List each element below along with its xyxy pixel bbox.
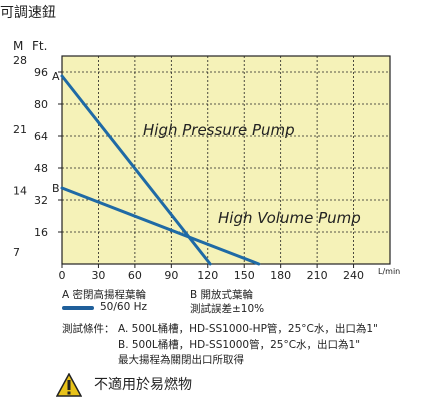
plot-background — [61, 55, 391, 265]
y-tick-label-m: 28 — [13, 54, 27, 67]
series-label-high-pressure: High Pressure Pump — [143, 121, 295, 139]
legend-impeller-a: A 密閉高揚程葉輪 — [62, 289, 147, 301]
grid-lines — [58, 56, 390, 268]
y-tick-label-ft: 80 — [34, 98, 48, 111]
y-tick-label-ft: 16 — [34, 226, 48, 239]
y-axis-label-ft: Ft. — [32, 39, 47, 53]
x-tick-label: 0 — [59, 269, 66, 282]
x-tick-label: 120 — [197, 269, 218, 282]
legend-impeller-b: B 開放式葉輪 — [190, 289, 254, 301]
pump-curve-chart: 0 30 60 90 120 150 180 210 240 96 80 64 48 32 16 28 21 1… — [13, 39, 400, 282]
y-tick-labels: 96 80 64 48 32 16 28 21 14 7 — [13, 54, 48, 259]
x-tick-label: 210 — [307, 269, 328, 282]
conditions-line-b: B. 500L桶槽，HD-SS1000管，25°C水，出口為1" — [118, 339, 361, 351]
x-tick-label: 30 — [91, 269, 105, 282]
page-title: 可調速鈕 — [0, 5, 56, 21]
series-line-high-volume — [60, 186, 261, 266]
warning-triangle-icon — [56, 373, 82, 397]
y-tick-label-ft: 64 — [34, 130, 48, 143]
x-tick-label: 180 — [270, 269, 291, 282]
series-marker-a: A — [52, 70, 60, 83]
y-tick-label-ft: 32 — [34, 194, 48, 207]
x-tick-label: 240 — [343, 269, 364, 282]
legend-frequency: 50/60 Hz — [100, 301, 148, 313]
series-marker-b: B — [52, 182, 60, 195]
y-axis-label-m: M — [13, 39, 23, 53]
y-tick-label-ft: 48 — [34, 162, 48, 175]
y-tick-label-m: 21 — [13, 123, 27, 136]
legend-tolerance: 測試誤差±10% — [190, 303, 265, 315]
series-lines: AB — [52, 70, 261, 266]
x-tick-label: 150 — [234, 269, 255, 282]
conditions-label: 測試條件： — [62, 323, 115, 335]
y-tick-label-ft: 96 — [34, 66, 48, 79]
y-tick-label-m: 7 — [13, 246, 20, 259]
x-axis-unit: L/min — [378, 267, 400, 276]
warning-text: 不適用於易燃物 — [94, 377, 192, 393]
x-tick-label: 90 — [164, 269, 178, 282]
conditions-line-a: A. 500L桶槽，HD-SS1000-HP管，25°C水，出口為1" — [118, 323, 378, 335]
conditions-line-c: 最大揚程為關閉出口所取得 — [118, 354, 244, 366]
y-tick-label-m: 14 — [13, 185, 27, 198]
series-line-high-pressure — [60, 74, 212, 266]
x-tick-labels: 0 30 60 90 120 150 180 210 240 — [59, 269, 365, 282]
x-tick-label: 60 — [128, 269, 142, 282]
legend-line-swatch — [62, 306, 94, 310]
series-label-high-volume: High Volume Pump — [218, 209, 361, 227]
